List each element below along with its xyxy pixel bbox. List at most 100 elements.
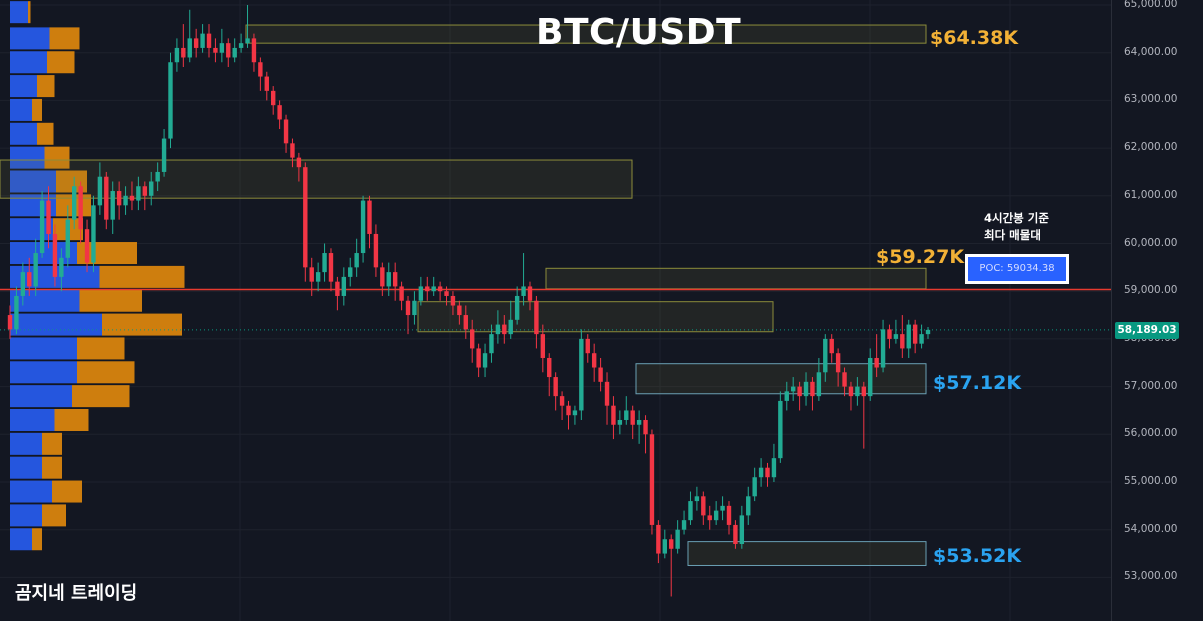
- candle-body: [842, 372, 847, 387]
- candle-body: [662, 539, 667, 554]
- candle-body: [418, 286, 424, 301]
- volume-profile-bar-buy: [10, 170, 56, 193]
- y-tick-label: 65,000.00: [1124, 0, 1178, 10]
- candle-body: [283, 119, 289, 144]
- candle-body: [168, 62, 173, 139]
- candle-body: [20, 272, 26, 296]
- candle-body: [630, 410, 635, 425]
- candle-body: [675, 529, 680, 549]
- y-tick-label: 59,000.00: [1124, 284, 1178, 297]
- candle-body: [412, 300, 417, 316]
- y-tick-label: 56,000.00: [1124, 427, 1178, 440]
- candle-body: [271, 90, 276, 106]
- supply-zone: [0, 159, 633, 199]
- candle-body: [579, 338, 584, 411]
- candle-body: [322, 253, 327, 273]
- candle-body: [238, 43, 244, 48]
- candle-body: [893, 334, 899, 339]
- brand-label: 곰지네 트레이딩: [15, 583, 138, 604]
- candle-body: [912, 324, 918, 344]
- price-axis-separator: [1111, 0, 1112, 621]
- candle-body: [855, 386, 860, 397]
- candle-body: [78, 186, 83, 230]
- candle-body: [431, 286, 436, 292]
- candle-body: [219, 43, 225, 53]
- level-label-64k: $64.38K: [930, 27, 1019, 49]
- candle-body: [643, 419, 648, 435]
- candle-body: [669, 539, 674, 549]
- volume-profile-bar-sell: [99, 265, 185, 288]
- candle-body: [142, 186, 148, 196]
- candle-body: [149, 181, 154, 196]
- y-tick-label: 61,000.00: [1124, 188, 1178, 201]
- volume-profile-bar-sell: [52, 480, 82, 503]
- candle-body: [470, 329, 475, 349]
- candle-body: [399, 286, 404, 301]
- candle-body: [585, 338, 590, 354]
- candle-body: [713, 510, 719, 521]
- candle-body: [476, 348, 481, 368]
- candle-body: [129, 195, 135, 201]
- candle-body: [206, 33, 212, 48]
- supply-zone: [417, 301, 774, 333]
- candle-body: [816, 372, 822, 397]
- candle-body: [572, 410, 578, 416]
- candle-body: [181, 47, 186, 58]
- candle-body: [328, 253, 334, 282]
- candle-body: [720, 505, 725, 511]
- candle-body: [226, 43, 231, 58]
- candle-body: [508, 319, 513, 335]
- candle-body: [161, 138, 167, 172]
- volume-profile-bar-buy: [10, 385, 72, 408]
- poc-label-box: POC: 59034.38: [965, 254, 1069, 284]
- candle-body: [97, 176, 103, 206]
- candle-body: [829, 338, 834, 354]
- candle-body: [27, 272, 32, 287]
- volume-profile-bar-buy: [10, 75, 37, 98]
- candle-body: [900, 334, 905, 349]
- candle-body: [193, 38, 199, 48]
- candle-body: [758, 467, 764, 478]
- candle-body: [771, 458, 777, 478]
- candle-body: [790, 386, 796, 392]
- candle-body: [925, 329, 931, 335]
- candle-body: [784, 391, 789, 401]
- volume-profile-bar-buy: [10, 361, 77, 384]
- annotation-line-2: 최다 매물대: [984, 228, 1041, 242]
- y-tick-label: 53,000.00: [1124, 570, 1178, 583]
- candle-body: [245, 38, 250, 44]
- candle-body: [656, 524, 661, 554]
- volume-profile-bar-sell: [72, 385, 130, 408]
- candle-body: [14, 295, 19, 330]
- volume-profile-bar-sell: [44, 146, 70, 169]
- candle-body: [733, 524, 738, 545]
- y-tick-label: 54,000.00: [1124, 522, 1178, 535]
- candle-body: [707, 515, 712, 521]
- volume-profile-bar-buy: [10, 98, 32, 121]
- level-zone: [245, 24, 927, 44]
- volume-profile-bar-buy: [10, 504, 42, 527]
- volume-profile-bar-buy: [10, 194, 56, 217]
- candle-body: [534, 300, 539, 335]
- candle-body: [598, 367, 603, 382]
- candle-body: [348, 267, 353, 277]
- volume-profile-bar-buy: [10, 289, 80, 312]
- candle-body: [521, 286, 526, 296]
- candle-body: [482, 353, 488, 368]
- candle-body: [84, 229, 90, 263]
- volume-profile-bar-sell: [42, 432, 62, 455]
- candle-body: [457, 305, 462, 316]
- candle-body: [861, 386, 867, 397]
- candle-body: [463, 315, 468, 330]
- level-label-53k: $53.52K: [933, 545, 1022, 567]
- candle-body: [380, 267, 385, 287]
- volume-profile-bar-sell: [54, 408, 89, 431]
- candle-body: [437, 286, 443, 292]
- volume-profile-bar-buy: [10, 122, 37, 145]
- candle-body: [739, 515, 745, 545]
- level-zone: [687, 541, 927, 566]
- volume-profile-bar-buy: [10, 432, 42, 455]
- candle-body: [559, 396, 565, 406]
- candle-body: [617, 419, 623, 425]
